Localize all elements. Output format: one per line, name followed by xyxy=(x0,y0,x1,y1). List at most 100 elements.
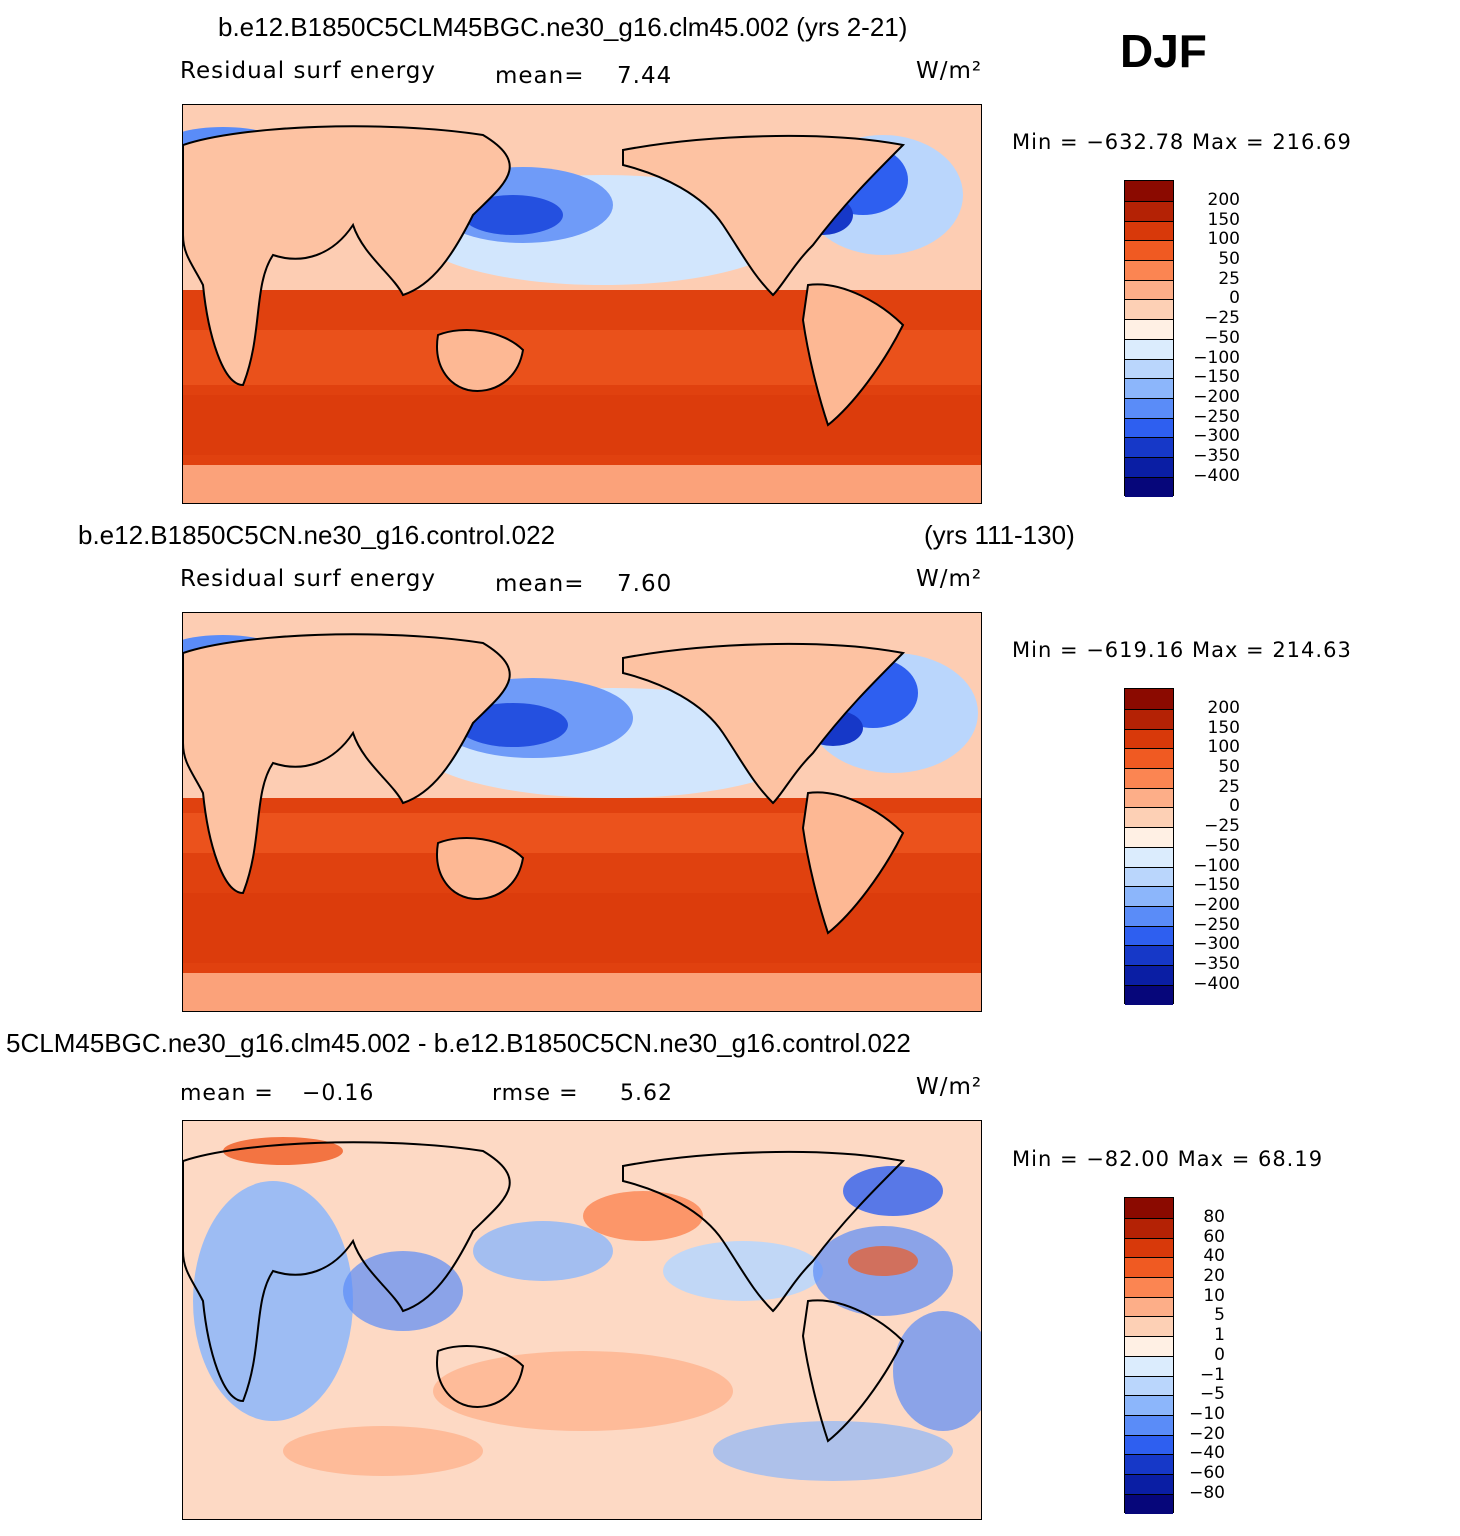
panel2-swatch xyxy=(1125,867,1173,888)
panel2-mean-label: mean= xyxy=(495,571,585,597)
panel2-minmax: Min = −619.16 Max = 214.63 xyxy=(1012,638,1352,662)
panel3-level: −40 xyxy=(1189,1443,1225,1464)
panel3-level: −5 xyxy=(1199,1384,1225,1405)
panel1-colorbar-labels: 200 150 100 50 25 0 −25 −50 −100 −150 −2… xyxy=(1180,190,1240,486)
panel1-swatch xyxy=(1125,221,1173,242)
panel2-swatch xyxy=(1125,906,1173,927)
panel3-level: 0 xyxy=(1214,1344,1225,1365)
panel3-colorbar xyxy=(1124,1197,1174,1515)
panel1-level: 150 xyxy=(1207,209,1240,230)
panel2-swatch xyxy=(1125,729,1173,750)
panel3-swatch xyxy=(1125,1435,1173,1456)
panel3-level: −10 xyxy=(1189,1403,1225,1424)
panel2-title-years: (yrs 111-130) xyxy=(924,520,1075,550)
panel3-swatch xyxy=(1125,1396,1173,1416)
panel2-level: −400 xyxy=(1193,973,1240,994)
panel2-level: −25 xyxy=(1204,816,1240,837)
panel2-level: 50 xyxy=(1218,757,1240,778)
panel3-swatch xyxy=(1125,1474,1173,1495)
panel1-swatch xyxy=(1125,438,1173,458)
panel3-level: 60 xyxy=(1203,1226,1225,1247)
panel3-colorbar-labels: 80 60 40 20 10 5 1 0 −1 −5 −10 −20 −40 −… xyxy=(1175,1207,1225,1503)
panel2-level: 150 xyxy=(1207,717,1240,738)
panel3-mean-label: mean = xyxy=(180,1081,274,1106)
panel2-swatch xyxy=(1125,965,1173,986)
panel3-map xyxy=(182,1120,982,1520)
panel2-swatch xyxy=(1125,769,1173,789)
panel2-level: −100 xyxy=(1193,855,1240,876)
panel1-title: b.e12.B1850C5CLM45BGC.ne30_g16.clm45.002… xyxy=(218,12,908,42)
panel3-minmax: Min = −82.00 Max = 68.19 xyxy=(1012,1147,1324,1171)
panel2-units: W/m² xyxy=(916,566,983,592)
panel2-level: −350 xyxy=(1193,953,1240,974)
panel1-swatch xyxy=(1125,339,1173,360)
panel1-level: −350 xyxy=(1193,445,1240,466)
panel2-level: 25 xyxy=(1218,776,1240,797)
panel1-level: −400 xyxy=(1193,465,1240,486)
panel2-level: 200 xyxy=(1207,698,1240,718)
panel1-minmax: Min = −632.78 Max = 216.69 xyxy=(1012,130,1352,154)
panel1-variable: Residual surf energy xyxy=(180,58,437,84)
panel2-mean-value: 7.60 xyxy=(617,571,673,597)
panel1-map-svg xyxy=(183,105,981,503)
panel3-swatch xyxy=(1125,1455,1173,1475)
panel3-level: 5 xyxy=(1214,1305,1225,1326)
panel1-swatch xyxy=(1125,398,1173,419)
panel2-swatch xyxy=(1125,887,1173,907)
panel3-units: W/m² xyxy=(916,1074,983,1100)
panel1-level: −50 xyxy=(1204,327,1240,348)
panel2-swatch xyxy=(1125,788,1173,809)
panel2-level: 0 xyxy=(1229,796,1240,817)
panel1-level: −300 xyxy=(1193,426,1240,447)
panel3-swatch xyxy=(1125,1278,1173,1298)
panel3-swatch xyxy=(1125,1258,1173,1279)
panel1-units: W/m² xyxy=(916,58,983,84)
panel1-map xyxy=(182,104,982,504)
panel2-swatch xyxy=(1125,710,1173,730)
panel1-level: −25 xyxy=(1204,308,1240,329)
panel2-swatch xyxy=(1125,847,1173,868)
panel1-swatch xyxy=(1125,359,1173,380)
panel2-swatch xyxy=(1125,749,1173,770)
panel3-swatch xyxy=(1125,1219,1173,1239)
panel1-level: −150 xyxy=(1193,367,1240,388)
panel3-title: 5CLM45BGC.ne30_g16.clm45.002 - b.e12.B18… xyxy=(6,1028,911,1058)
panel3-rmse-label: rmse = xyxy=(492,1081,579,1106)
panel1-level: 0 xyxy=(1229,288,1240,309)
panel2-colorbar xyxy=(1124,688,1174,1006)
panel2-swatch xyxy=(1125,828,1173,848)
panel2-title: b.e12.B1850C5CN.ne30_g16.control.022 xyxy=(78,520,556,550)
panel1-swatch xyxy=(1125,181,1173,202)
panel1-level: −250 xyxy=(1193,406,1240,427)
panel2-colorbar-labels: 200 150 100 50 25 0 −25 −50 −100 −150 −2… xyxy=(1180,698,1240,994)
panel3-rmse-value: 5.62 xyxy=(620,1081,673,1106)
panel2-swatch xyxy=(1125,808,1173,829)
panel2-swatch xyxy=(1125,985,1173,1006)
panel2-map xyxy=(182,612,982,1012)
panel3-level: −60 xyxy=(1189,1462,1225,1483)
season-label: DJF xyxy=(1120,25,1207,77)
panel2-level: −300 xyxy=(1193,934,1240,955)
panel1-mean-value: 7.44 xyxy=(617,63,673,89)
panel3-mean-value: −0.16 xyxy=(302,1081,375,1106)
panel2-swatch xyxy=(1125,689,1173,710)
panel1-swatch xyxy=(1125,379,1173,399)
panel1-swatch xyxy=(1125,241,1173,262)
panel3-swatch xyxy=(1125,1317,1173,1338)
panel3-level: −1 xyxy=(1199,1364,1225,1385)
panel2-level: −200 xyxy=(1193,894,1240,915)
panel1-colorbar xyxy=(1124,180,1174,498)
panel1-level: 100 xyxy=(1207,229,1240,250)
panel3-level: 1 xyxy=(1214,1325,1225,1346)
panel1-swatch xyxy=(1125,320,1173,340)
panel2-level: 100 xyxy=(1207,737,1240,758)
panel3-swatch xyxy=(1125,1415,1173,1436)
panel2-swatch xyxy=(1125,926,1173,947)
panel2-map-svg xyxy=(183,613,981,1011)
panel1-swatch xyxy=(1125,202,1173,222)
panel1-level: 50 xyxy=(1218,249,1240,270)
panel3-level: 20 xyxy=(1203,1266,1225,1287)
panel1-swatch xyxy=(1125,418,1173,439)
panel3-map-svg xyxy=(183,1121,981,1519)
panel3-swatch xyxy=(1125,1356,1173,1377)
